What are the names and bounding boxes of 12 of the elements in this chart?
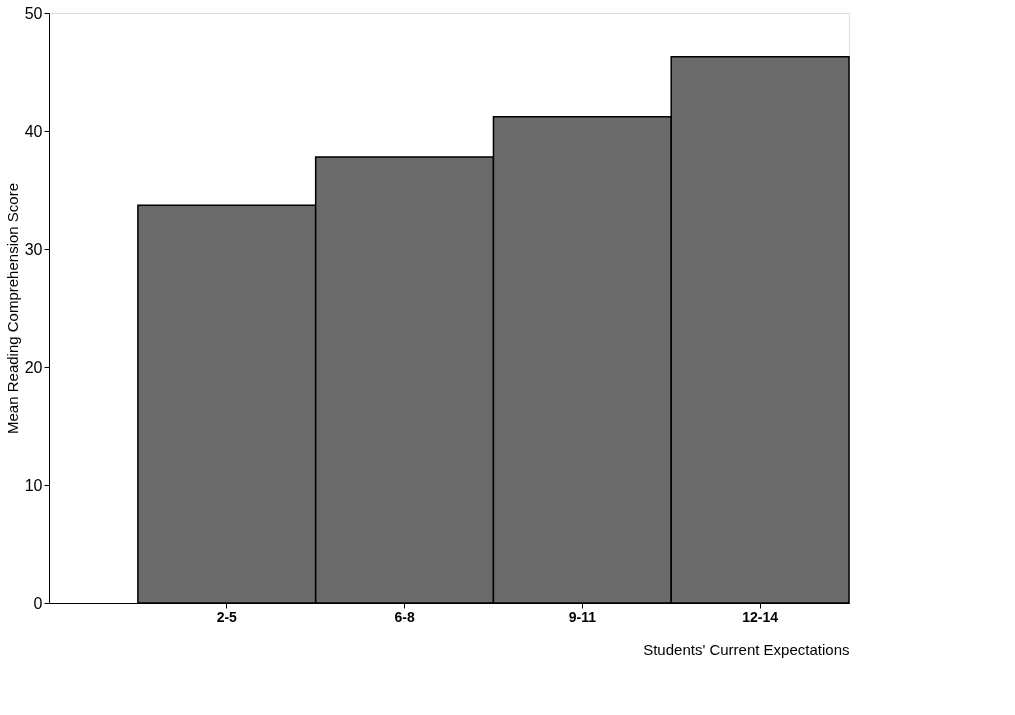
x-axis-title: Students' Current Expectations bbox=[643, 640, 850, 658]
x-tick-label: 12-14 bbox=[742, 608, 779, 625]
y-tick-label: 50 bbox=[24, 4, 43, 22]
x-tick-label: 9-11 bbox=[568, 608, 597, 625]
y-tick-label: 40 bbox=[24, 122, 43, 140]
y-tick-label: 10 bbox=[24, 476, 43, 494]
y-tick-label: 0 bbox=[33, 594, 43, 612]
x-tick-label: 6-8 bbox=[394, 608, 415, 625]
y-axis-title: Mean Reading Comprehension Score bbox=[3, 183, 21, 434]
y-tick-label: 30 bbox=[24, 240, 43, 258]
x-tick-label: 2-5 bbox=[216, 608, 238, 625]
y-tick-label: 20 bbox=[24, 358, 43, 376]
